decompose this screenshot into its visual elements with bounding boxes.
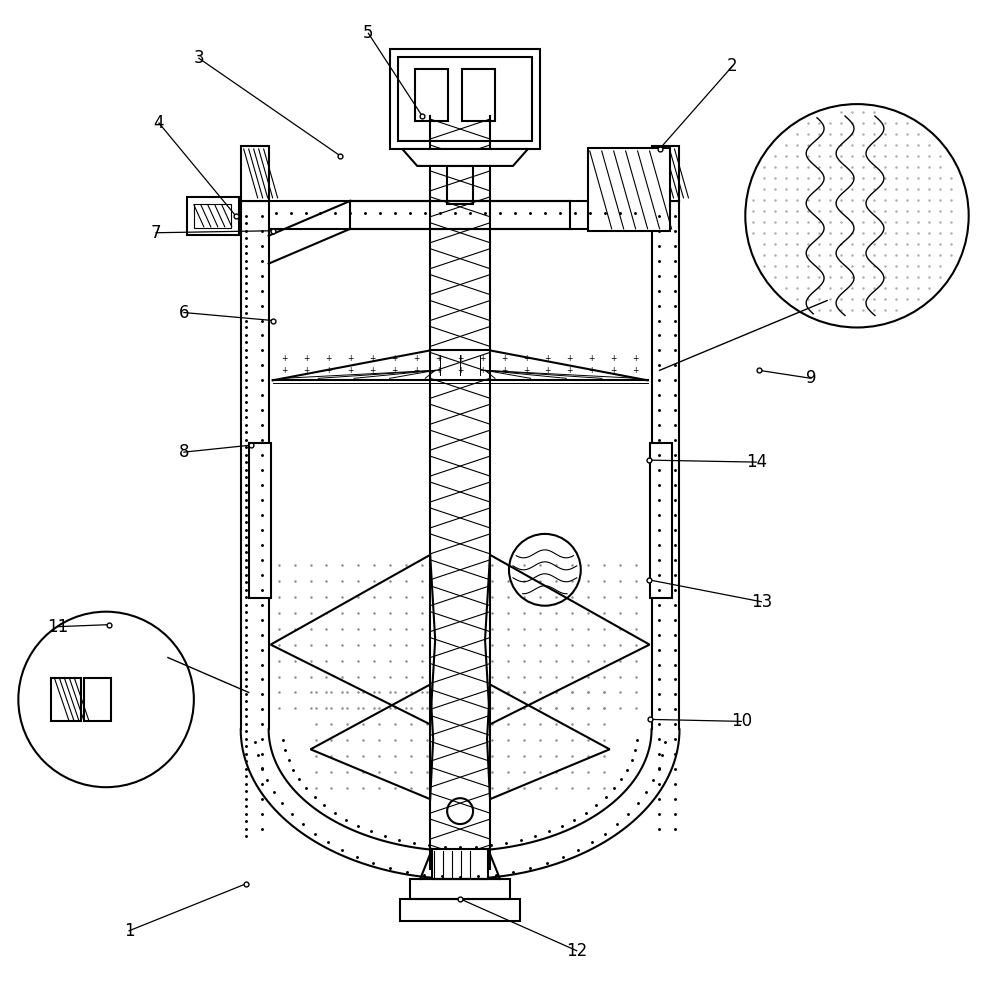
Bar	[398, 57, 532, 141]
Text: +: +	[479, 366, 486, 375]
Bar	[462, 69, 495, 121]
Text: +: +	[391, 354, 398, 363]
Bar	[652, 146, 680, 201]
Text: +: +	[325, 366, 332, 375]
Text: +: +	[522, 354, 529, 363]
Bar	[248, 443, 270, 598]
Text: 13: 13	[751, 593, 772, 611]
Text: +: +	[566, 366, 573, 375]
Text: +: +	[281, 366, 288, 375]
Text: +: +	[544, 366, 551, 375]
Text: 6: 6	[178, 304, 189, 322]
Text: 12: 12	[566, 942, 587, 960]
Text: +: +	[413, 354, 420, 363]
Text: 8: 8	[178, 443, 189, 461]
Text: 11: 11	[48, 618, 69, 636]
Bar	[588, 148, 670, 231]
Bar	[400, 899, 520, 921]
Text: +: +	[347, 354, 354, 363]
Bar	[432, 849, 488, 879]
Text: 3: 3	[193, 49, 204, 67]
Text: +: +	[435, 366, 442, 375]
Text: 5: 5	[363, 24, 374, 42]
Text: +: +	[632, 366, 639, 375]
Text: 1: 1	[124, 922, 135, 940]
Text: +: +	[457, 366, 464, 375]
Bar	[84, 678, 111, 721]
Text: +: +	[500, 366, 507, 375]
Text: +: +	[610, 366, 617, 375]
Text: +: +	[303, 354, 310, 363]
Text: +: +	[325, 354, 332, 363]
Text: 14: 14	[746, 453, 767, 471]
Bar	[650, 443, 672, 598]
Text: +: +	[632, 354, 639, 363]
Text: +: +	[566, 354, 573, 363]
Bar	[240, 146, 268, 201]
Text: +: +	[435, 354, 442, 363]
Bar	[390, 49, 540, 149]
Bar	[415, 69, 448, 121]
Bar	[193, 204, 230, 228]
Text: +: +	[588, 366, 595, 375]
Text: +: +	[369, 354, 376, 363]
Text: +: +	[347, 366, 354, 375]
Text: 10: 10	[731, 712, 752, 730]
Bar	[410, 879, 510, 899]
Text: +: +	[369, 366, 376, 375]
Text: +: +	[522, 366, 529, 375]
Text: 4: 4	[154, 114, 165, 132]
Text: 7: 7	[151, 224, 162, 242]
Text: +: +	[413, 366, 420, 375]
Text: +: +	[588, 354, 595, 363]
Text: 9: 9	[806, 369, 817, 387]
Bar	[447, 166, 473, 204]
Text: +: +	[500, 354, 507, 363]
Bar	[186, 197, 238, 235]
Text: 2: 2	[727, 57, 738, 75]
Bar	[51, 678, 81, 721]
Text: +: +	[479, 354, 486, 363]
Text: +: +	[391, 366, 398, 375]
Text: +: +	[610, 354, 617, 363]
Text: +: +	[303, 366, 310, 375]
Polygon shape	[402, 149, 528, 166]
Text: +: +	[281, 354, 288, 363]
Text: +: +	[457, 354, 464, 363]
Text: +: +	[544, 354, 551, 363]
